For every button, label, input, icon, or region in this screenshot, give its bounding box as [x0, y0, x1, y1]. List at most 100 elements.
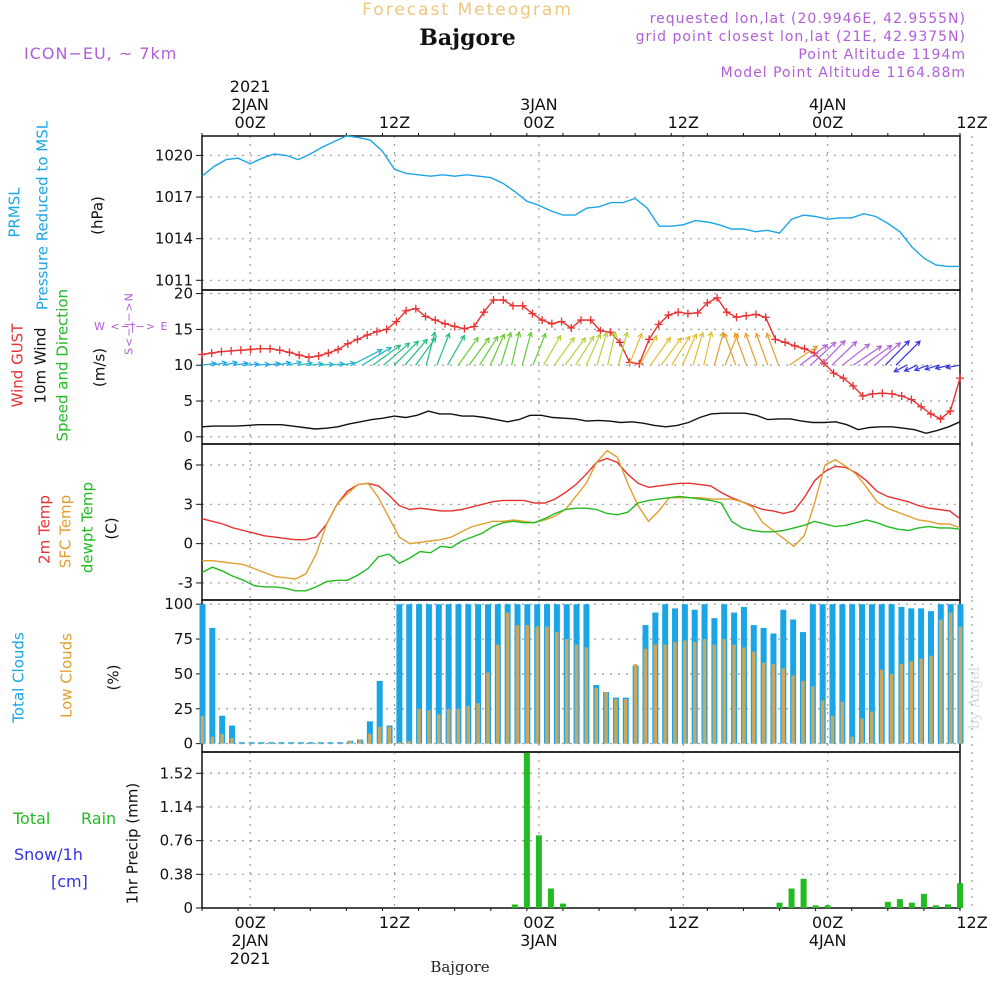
- low-clouds-bar: [486, 672, 490, 744]
- time-label-top: 4JAN: [809, 95, 847, 114]
- wind-arrow-head: [422, 338, 428, 345]
- gust-marker: [557, 317, 566, 326]
- low-clouds-bar: [751, 651, 756, 744]
- rain-bar: [535, 835, 542, 908]
- gust-marker: [489, 296, 498, 305]
- wind-arrow-head: [934, 364, 941, 371]
- wind-arrow-head: [822, 344, 829, 350]
- rain-bar: [957, 883, 963, 908]
- low-clouds-bar: [604, 692, 608, 744]
- wind-arrow-head: [886, 344, 893, 351]
- wind-direction-arrow: [946, 364, 961, 369]
- wind-direction-arrow: [671, 336, 691, 366]
- y-tick-label: 1014: [155, 230, 193, 248]
- gust-marker: [334, 345, 343, 354]
- total-clouds-bar: [849, 604, 856, 744]
- rain-bar: [800, 878, 807, 908]
- low-clouds-bar: [840, 701, 845, 744]
- wind-direction-arrow: [820, 340, 846, 366]
- wind-speed-line: [201, 410, 961, 435]
- wind-arrow-head: [515, 330, 522, 338]
- wind-direction-arrow: [351, 349, 383, 366]
- wind-direction-arrow: [489, 333, 505, 366]
- gust-marker: [450, 322, 459, 331]
- total-clouds-bar: [366, 721, 373, 744]
- wind-arrow-head: [685, 335, 691, 342]
- y-tick-label: 1.14: [160, 798, 193, 816]
- wind-direction-arrow: [500, 332, 512, 366]
- total-clouds-bar: [219, 715, 226, 744]
- gust-marker: [285, 348, 294, 357]
- compass-west-east: W <−|−> E: [94, 320, 169, 333]
- total-clouds-bar: [278, 742, 285, 744]
- low-clouds-bar: [594, 687, 598, 744]
- total-clouds-bar: [317, 742, 324, 744]
- time-label-top: 3JAN: [520, 95, 558, 114]
- low-clouds-bar: [456, 708, 461, 744]
- wind-arrow-head: [754, 332, 761, 339]
- gust-marker: [227, 346, 236, 355]
- wind-direction-arrow: [479, 336, 499, 366]
- time-label-bottom: 12Z: [379, 913, 410, 932]
- gust-marker: [440, 319, 449, 328]
- low-clouds-bar: [525, 625, 530, 744]
- low-clouds-bar: [850, 736, 854, 744]
- wind-arrow-head: [253, 361, 260, 368]
- wind-direction-arrow: [532, 333, 547, 366]
- low-clouds-bar: [308, 743, 313, 745]
- time-label-top: 12Z: [956, 113, 987, 132]
- low-clouds-bar: [801, 680, 805, 744]
- wind-direction-arrow: [457, 337, 479, 366]
- y-tick-label: 100: [164, 595, 193, 613]
- wind-arrow-head: [623, 331, 629, 338]
- gust-marker: [353, 335, 362, 344]
- wind-direction-arrow: [297, 362, 312, 366]
- gust-marker: [577, 316, 585, 325]
- wind-arrow-head: [611, 330, 618, 338]
- total-clouds-bar: [337, 742, 344, 744]
- gust-marker: [615, 338, 624, 347]
- wind-direction-arrow: [893, 364, 907, 373]
- y-tick-label: 5: [183, 392, 193, 410]
- wind-arrow-head: [569, 336, 575, 343]
- wind-arrow-head: [506, 331, 513, 338]
- gust-marker: [275, 346, 284, 355]
- low-clouds-bar: [377, 726, 382, 744]
- gust-marker: [897, 392, 906, 401]
- low-clouds-bar: [643, 648, 648, 744]
- point-altitude: Point Altitude 1194m: [798, 47, 966, 63]
- low-clouds-bar: [210, 736, 215, 744]
- wind-direction-arrow: [617, 332, 628, 366]
- low-clouds-bar: [870, 711, 874, 744]
- wind-direction-arrow: [744, 333, 758, 366]
- wind-direction-arrow: [703, 331, 713, 366]
- y-tick-label: 6: [183, 456, 193, 474]
- dewpt-temp-line: [201, 495, 961, 592]
- wind-arrow-head: [913, 365, 920, 372]
- wind-direction-arrow: [233, 362, 248, 366]
- wind-arrow-head: [812, 345, 819, 351]
- low-clouds-bar: [436, 714, 441, 744]
- gust-marker: [907, 395, 916, 404]
- gust-marker: [713, 293, 722, 302]
- y-tick-label: 50: [174, 665, 193, 683]
- low-clouds-bar: [220, 733, 224, 744]
- wind-direction-arrow: [404, 339, 428, 366]
- panel-frame: [201, 135, 961, 291]
- time-label-bottom: 12Z: [668, 913, 699, 932]
- gust-marker: [207, 349, 216, 358]
- wind-arrow-head: [555, 334, 562, 341]
- wind-direction-arrow: [799, 344, 828, 366]
- total-clouds-bar: [396, 604, 403, 744]
- wind-direction-arrow: [468, 337, 490, 366]
- y-tick-label: 0.38: [160, 865, 193, 883]
- wind-direction-arrow: [842, 343, 870, 366]
- wind-direction-arrow: [755, 333, 769, 366]
- wind-arrow-head: [893, 367, 900, 373]
- total-clouds-bar: [888, 604, 895, 744]
- y-tick-label: 15: [174, 320, 193, 338]
- rain-bar: [511, 904, 518, 908]
- wind-direction-arrow: [935, 364, 950, 370]
- total-clouds-bar: [475, 604, 482, 744]
- wind-arrow-head: [431, 331, 437, 338]
